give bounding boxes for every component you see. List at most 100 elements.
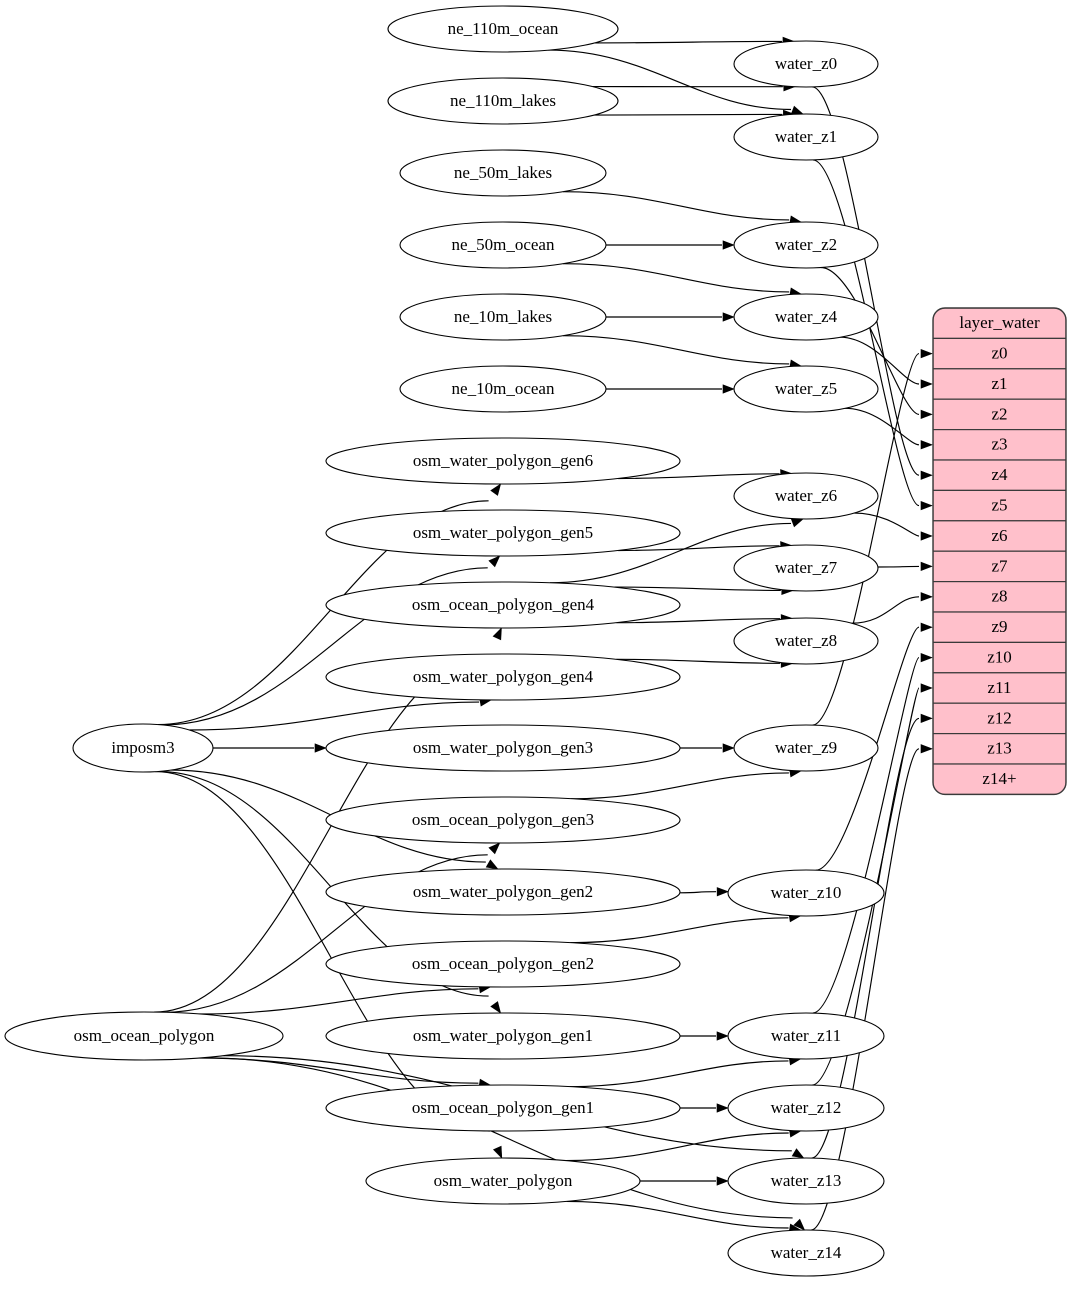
node-water_z0[interactable]: water_z0 [733,40,879,88]
edge-osm_water_polygon_gen6-to-water_z6 [618,473,780,480]
node-shape-water_z7 [733,544,879,592]
layer-water-row-z2[interactable] [933,398,1066,431]
node-shape-osm_ocean_polygon_gen4 [325,581,681,629]
edge-osm_ocean_polygon_gen4-to-water_z8 [616,618,781,624]
node-osm_water_polygon_gen2[interactable]: osm_water_polygon_gen2 [325,868,681,916]
node-label-osm_ocean_polygon_gen2: osm_ocean_polygon_gen2 [412,954,594,973]
edge-osm_ocean_polygon_gen3-to-water_z9 [571,772,789,800]
node-ne_110m_ocean[interactable]: ne_110m_ocean [387,5,619,53]
node-shape-water_z13 [727,1157,885,1205]
node-water_z7[interactable]: water_z7 [733,544,879,592]
node-water_z13[interactable]: water_z13 [727,1157,885,1205]
node-shape-water_z6 [733,472,879,520]
edge-arrowhead [716,1031,729,1041]
node-osm_ocean_polygon_gen2[interactable]: osm_ocean_polygon_gen2 [325,940,681,988]
node-label-water_z7: water_z7 [775,558,838,577]
node-osm_water_polygon[interactable]: osm_water_polygon [365,1157,641,1205]
node-shape-osm_water_polygon_gen5 [325,509,681,557]
layer-water-row-z13[interactable] [933,732,1066,765]
node-label-ne_50m_lakes: ne_50m_lakes [454,163,552,182]
edge-arrowhead [485,859,499,870]
node-label-water_z0: water_z0 [775,54,837,73]
layer-water-row-label-z10: z10 [987,648,1012,667]
node-shape-ne_50m_ocean [399,221,607,269]
node-osm_water_polygon_gen4[interactable]: osm_water_polygon_gen4 [325,653,681,701]
node-label-water_z11: water_z11 [771,1026,841,1045]
node-water_z4[interactable]: water_z4 [733,293,879,341]
node-osm_ocean_polygon[interactable]: osm_ocean_polygon [4,1011,284,1061]
edge-water_z0-to-z4 [812,86,920,476]
node-osm_ocean_polygon_gen1[interactable]: osm_ocean_polygon_gen1 [325,1084,681,1132]
edge-ne_50m_lakes-to-water_z2 [562,191,790,221]
edge-osm_ocean_polygon_gen2-to-water_z10 [570,917,789,944]
node-osm_water_polygon_gen3[interactable]: osm_water_polygon_gen3 [325,724,681,772]
edge-imposm3-to-osm_water_polygon_gen5 [162,567,488,726]
node-water_z1[interactable]: water_z1 [733,113,879,161]
edge-arrowhead [920,683,933,693]
edge-osm_ocean_polygon-to-water_z14 [202,1057,793,1219]
node-water_z10[interactable]: water_z10 [727,869,885,917]
node-shape-ne_110m_ocean [387,5,619,53]
node-osm_water_polygon_gen6[interactable]: osm_water_polygon_gen6 [325,437,681,485]
node-water_z9[interactable]: water_z9 [733,724,879,772]
edge-arrowhead [314,743,327,753]
node-label-imposm3: imposm3 [111,738,174,757]
node-imposm3[interactable]: imposm3 [72,723,214,773]
node-label-water_z1: water_z1 [775,127,837,146]
edge-arrowhead [716,1103,729,1113]
node-osm_water_polygon_gen1[interactable]: osm_water_polygon_gen1 [325,1012,681,1060]
node-label-osm_water_polygon_gen1: osm_water_polygon_gen1 [413,1026,593,1045]
node-ne_110m_lakes[interactable]: ne_110m_lakes [387,77,619,125]
layer-water-row-label-z11: z11 [988,678,1012,697]
layer-water-table: layer_water z0 z1 z2 z3 z4 z5 z6 z7 z8 z9 z10 z11 z12… [932,307,1067,796]
node-shape-water_z4 [733,293,879,341]
node-water_z8[interactable]: water_z8 [733,617,879,665]
node-water_z5[interactable]: water_z5 [733,365,879,413]
node-label-osm_water_polygon_gen4: osm_water_polygon_gen4 [413,667,594,686]
edge-water_z8-to-z8 [851,596,920,624]
node-water_z14[interactable]: water_z14 [727,1229,885,1277]
node-water_z2[interactable]: water_z2 [733,221,879,269]
layer-water-row-z10[interactable] [933,641,1066,674]
node-shape-water_z1 [733,113,879,161]
node-shape-ne_10m_lakes [399,293,607,341]
node-ne_10m_ocean[interactable]: ne_10m_ocean [399,365,607,413]
layer-water-row-z4[interactable] [933,459,1066,491]
node-shape-ne_10m_ocean [399,365,607,413]
layer-water-row-z9[interactable] [933,611,1066,643]
node-osm_water_polygon_gen5[interactable]: osm_water_polygon_gen5 [325,509,681,557]
layer-water-row-label-z14plus: z14+ [982,769,1016,788]
node-ne_10m_lakes[interactable]: ne_10m_lakes [399,293,607,341]
edge-ne_50m_ocean-to-water_z4 [562,263,790,293]
layer-water-row-z7[interactable] [933,550,1066,583]
node-ne_50m_lakes[interactable]: ne_50m_lakes [399,149,607,197]
node-water_z12[interactable]: water_z12 [727,1084,885,1132]
node-water_z11[interactable]: water_z11 [727,1012,885,1060]
node-osm_ocean_polygon_gen4[interactable]: osm_ocean_polygon_gen4 [325,581,681,629]
node-osm_ocean_polygon_gen3[interactable]: osm_ocean_polygon_gen3 [325,796,681,844]
node-shape-osm_ocean_polygon [4,1011,284,1061]
node-label-water_z6: water_z6 [775,486,837,505]
node-shape-osm_ocean_polygon_gen2 [325,940,681,988]
node-shape-ne_110m_lakes [387,77,619,125]
layer-water-row-label-z7: z7 [991,556,1008,575]
node-water_z6[interactable]: water_z6 [733,472,879,520]
edge-water_z14-to-z13 [810,748,920,1231]
layer-water-row-z3[interactable] [933,429,1066,461]
node-label-ne_50m_ocean: ne_50m_ocean [452,235,555,254]
layer-water-row-label-z13: z13 [987,739,1012,758]
node-label-osm_ocean_polygon: osm_ocean_polygon [74,1026,215,1045]
layer-water-row-z11[interactable] [933,672,1066,704]
layer-water-row-z14plus[interactable] [933,763,1066,795]
edge-arrowhead [920,561,933,572]
node-shape-osm_water_polygon_gen1 [325,1012,681,1060]
edge-ne_110m_lakes-to-water_z1 [593,113,783,116]
edge-water_z9-to-z0 [812,353,920,726]
node-ne_50m_ocean[interactable]: ne_50m_ocean [399,221,607,269]
edge-arrowhead [920,470,933,480]
edge-ne_110m_ocean-to-water_z1 [548,49,792,111]
node-shape-water_z0 [733,40,879,88]
node-label-water_z12: water_z12 [771,1098,842,1117]
edge-arrowhead [492,627,502,641]
